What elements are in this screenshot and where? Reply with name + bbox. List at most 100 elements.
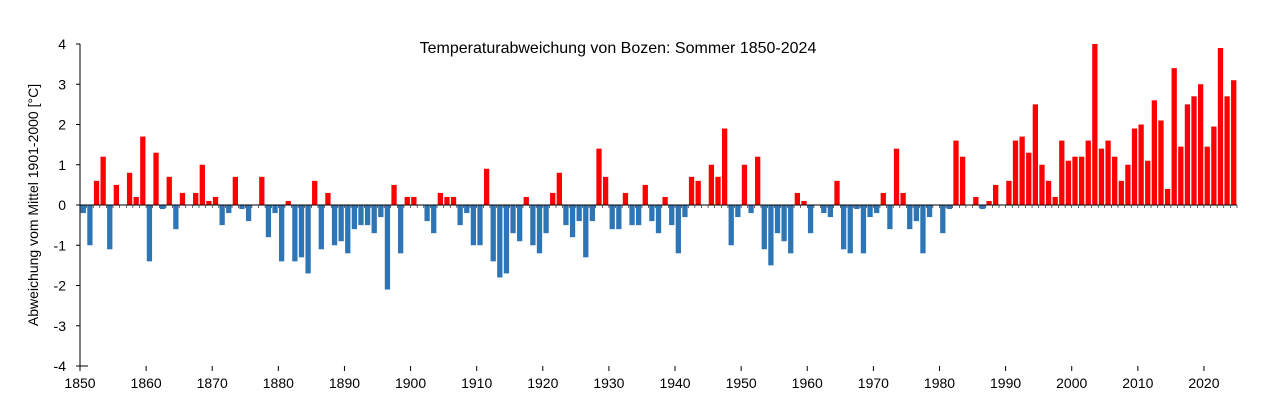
y-tick-label: 3 [58, 76, 66, 92]
bar-1880 [279, 205, 285, 262]
bar-1900 [411, 196, 417, 205]
bar-1995 [1039, 164, 1045, 205]
y-tick-label: -3 [54, 318, 67, 334]
bar-2000 [1072, 156, 1078, 205]
bar-1925 [576, 205, 582, 222]
bar-1937 [655, 205, 662, 234]
bar-2020 [1204, 146, 1210, 205]
bar-1938 [662, 196, 668, 205]
bar-1882 [292, 205, 298, 262]
bar-1913 [497, 205, 503, 278]
bar-1904 [437, 192, 443, 205]
bar-1970 [874, 205, 880, 214]
bar-2008 [1125, 164, 1131, 205]
bar-1998 [1059, 140, 1065, 205]
bar-1864 [173, 205, 179, 230]
bar-1855 [113, 184, 120, 206]
bar-1975 [907, 205, 913, 230]
bar-1924 [569, 205, 576, 238]
bar-1968 [860, 205, 867, 254]
bar-1951 [748, 205, 754, 214]
x-tick-label: 1960 [792, 375, 823, 391]
bar-1936 [649, 205, 655, 222]
bar-1869 [206, 200, 212, 205]
bar-1897 [391, 184, 397, 206]
y-axis-label: Abweichung vom Mittel 1901-2000 [°C] [25, 84, 41, 326]
bar-1871 [219, 205, 225, 226]
bar-1865 [179, 192, 186, 205]
bar-1971 [880, 192, 886, 205]
bar-1957 [788, 205, 794, 254]
bar-1939 [669, 205, 675, 226]
bar-1851 [87, 205, 93, 246]
bar-2002 [1085, 140, 1091, 205]
bar-1996 [1045, 180, 1052, 205]
bar-1875 [245, 205, 252, 222]
x-tick-label: 1980 [924, 375, 955, 391]
bar-1850 [80, 205, 86, 214]
bar-2001 [1078, 156, 1085, 205]
bar-1905 [444, 196, 450, 205]
bar-1943 [695, 180, 701, 205]
y-tick-label: 0 [58, 197, 66, 213]
bar-1922 [556, 172, 562, 205]
bar-1997 [1052, 196, 1058, 205]
bar-1987 [986, 200, 992, 205]
bar-1894 [371, 205, 377, 234]
bar-1999 [1065, 160, 1072, 205]
x-tick-label: 1860 [131, 375, 162, 391]
bar-1978 [926, 205, 933, 218]
bar-1917 [523, 196, 529, 205]
bar-1959 [801, 200, 807, 205]
bar-1986 [979, 205, 986, 210]
bar-2004 [1098, 148, 1105, 205]
bar-1887 [325, 192, 331, 205]
x-tick-label: 1890 [329, 375, 360, 391]
x-tick-label: 1920 [527, 375, 558, 391]
x-tick-labels: 1850 1860 1870 1880 1890 1900 1910 1920 1930 1940… [64, 375, 1219, 391]
bar-1974 [900, 192, 906, 205]
y-tick-label: 1 [58, 157, 66, 173]
bar-1911 [483, 168, 490, 205]
x-tick-label: 1910 [461, 375, 492, 391]
bar-2022 [1217, 48, 1224, 205]
bar-1992 [1019, 136, 1025, 205]
bar-1929 [602, 176, 609, 205]
bar-1988 [993, 184, 999, 206]
y-tick-label: -1 [54, 237, 67, 253]
bar-1967 [854, 205, 860, 210]
bar-1860 [146, 205, 153, 262]
bar-1852 [93, 180, 100, 205]
bar-1906 [450, 196, 457, 205]
bar-1933 [629, 205, 635, 226]
bar-1910 [477, 205, 483, 246]
x-tick-label: 1880 [263, 375, 294, 391]
y-tick-label: -4 [54, 358, 67, 374]
bar-1927 [589, 205, 596, 222]
bar-1868 [199, 164, 205, 205]
bar-2016 [1178, 146, 1184, 205]
bar-1982 [953, 140, 959, 205]
bar-1932 [622, 192, 629, 205]
bar-1909 [470, 205, 477, 246]
bar-1862 [160, 205, 166, 210]
bar-1914 [503, 205, 510, 274]
bar-1940 [675, 205, 681, 254]
x-tick-label: 2020 [1188, 375, 1219, 391]
bar-2018 [1191, 96, 1197, 205]
bar-1958 [794, 192, 800, 205]
bar-1863 [166, 176, 172, 205]
bar-1972 [887, 205, 893, 230]
bar-1899 [404, 196, 410, 205]
bar-1981 [946, 205, 953, 210]
bar-1891 [351, 205, 358, 230]
bar-1872 [226, 205, 232, 214]
bar-1919 [536, 205, 543, 254]
bar-1903 [431, 205, 437, 234]
bar-1963 [827, 205, 834, 218]
bar-1918 [530, 205, 536, 246]
bar-1949 [735, 205, 741, 218]
bar-2012 [1151, 100, 1157, 205]
bar-1965 [840, 205, 847, 250]
bar-1966 [847, 205, 853, 254]
